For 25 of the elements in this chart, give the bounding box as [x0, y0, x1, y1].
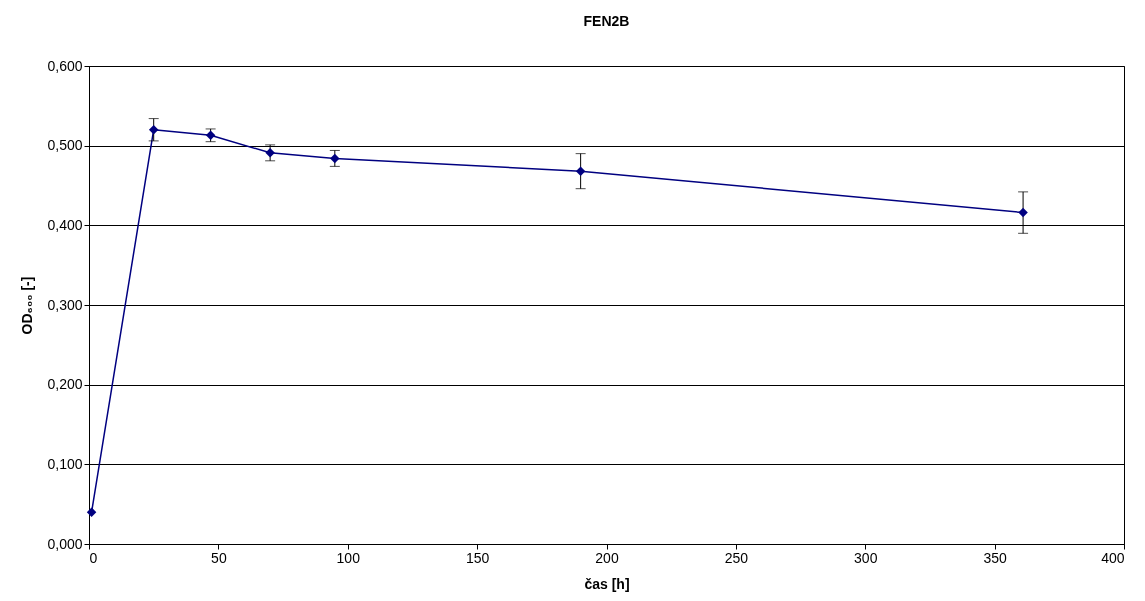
y-axis-title: OD₆₀₀ [-]	[19, 276, 36, 335]
x-tick-label: 250	[724, 549, 749, 566]
x-tick-label: 150	[465, 549, 490, 566]
x-tick-label: 100	[336, 549, 361, 566]
x-tick-label: 50	[211, 549, 227, 566]
point	[575, 166, 586, 176]
point	[1018, 207, 1028, 218]
x-tick-label: 400	[1101, 549, 1125, 566]
x-tick-label: 300	[854, 549, 878, 566]
y-tick-label: 0,600	[47, 57, 83, 74]
y-tick-label: 0,400	[47, 216, 83, 233]
chart-title: FEN2B	[583, 13, 630, 29]
x-tick-label: 200	[595, 549, 619, 566]
x-axis-title: čas [h]	[584, 575, 630, 592]
y-tick-label: 0,300	[47, 296, 83, 313]
y-tick-label: 0,200	[47, 376, 83, 393]
x-tick-label: 0	[89, 549, 98, 566]
y-tick-label: 0,000	[47, 535, 83, 552]
y-tick-label: 0,500	[47, 137, 83, 154]
y-tick-label: 0,100	[47, 455, 83, 472]
point	[265, 148, 275, 158]
point	[86, 507, 97, 517]
point	[330, 153, 340, 164]
point	[148, 124, 159, 135]
x-tick-label: 350	[983, 549, 1008, 566]
